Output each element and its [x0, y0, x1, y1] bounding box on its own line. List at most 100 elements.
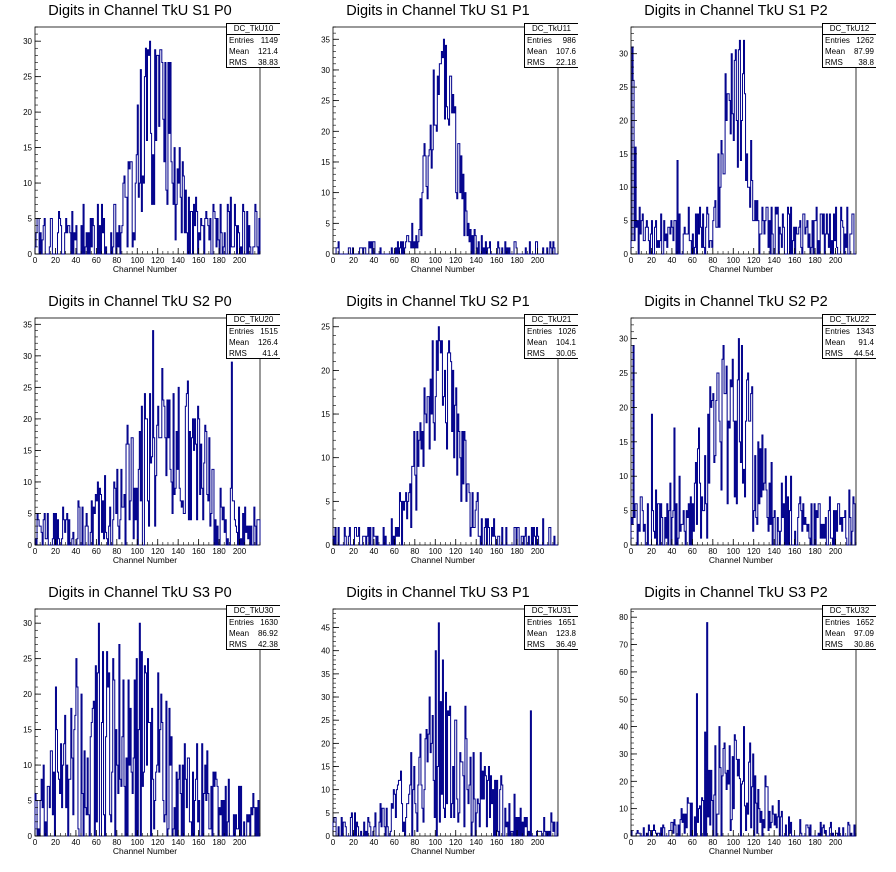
- x-tick-label: 60: [92, 256, 101, 265]
- x-tick-label: 200: [233, 838, 247, 847]
- x-axis-label: Channel Number: [410, 846, 476, 856]
- x-axis-label: Channel Number: [112, 264, 178, 274]
- y-tick-label: 40: [619, 723, 628, 732]
- stats-mean-label: Mean: [825, 629, 846, 638]
- x-tick-label: 40: [667, 838, 676, 847]
- y-tick-label: 5: [326, 219, 331, 228]
- stats-entries-value: 1630: [260, 618, 278, 627]
- x-tick-label: 120: [151, 547, 165, 556]
- y-tick-label: 25: [23, 655, 32, 664]
- x-tick-label: 80: [708, 256, 717, 265]
- chart-title: Digits in Channel TkU S2 P2: [644, 294, 828, 310]
- stats-box: DC_TkU22 Entries 1343 Mean 91.4 RMS 44.54: [822, 314, 876, 359]
- y-tick-label: 15: [619, 438, 628, 447]
- chart-title: Digits in Channel TkU S1 P2: [644, 3, 828, 19]
- histogram-panel: Digits in Channel TkU S2 P0 0 5 10 15 20 25 30 3…: [0, 291, 280, 571]
- y-tick-label: 30: [619, 750, 628, 759]
- histogram-panel: Digits in Channel TkU S3 P2 0 10 20 30 40 50 60…: [596, 582, 876, 862]
- stats-entries-label: Entries: [229, 327, 254, 336]
- histogram-plot: 0 5 10 15 20 25 0 20 40 60 80 100 120 140 160 180 200: [321, 317, 559, 556]
- x-tick-label: 120: [151, 838, 165, 847]
- x-tick-label: 140: [470, 838, 484, 847]
- y-tick-label: 10: [23, 179, 32, 188]
- x-tick-label: 200: [233, 547, 247, 556]
- x-tick-label: 40: [71, 838, 80, 847]
- stats-entries-row: Entries 1343: [823, 326, 876, 337]
- x-tick-label: 100: [727, 838, 741, 847]
- y-tick-label: 15: [619, 150, 628, 159]
- stats-mean-value: 91.4: [858, 338, 874, 347]
- x-tick-label: 120: [747, 547, 761, 556]
- y-tick-label: 25: [23, 73, 32, 82]
- x-tick-label: 180: [808, 547, 822, 556]
- x-tick-label: 80: [708, 547, 717, 556]
- stats-entries-row: Entries 1652: [823, 617, 876, 628]
- histogram-plot: 0 10 20 30 40 50 60 70 80 0 20 40 60 80 100 120 140 160 18…: [619, 608, 857, 847]
- y-tick-label: 0: [326, 832, 331, 841]
- histogram-panel: Digits in Channel TkU S3 P1 0 5 10 15 20 25 30 3…: [298, 582, 578, 862]
- chart-title: Digits in Channel TkU S3 P2: [644, 585, 828, 601]
- y-tick-label: 0: [28, 832, 33, 841]
- y-tick-label: 80: [619, 613, 628, 622]
- x-tick-label: 100: [429, 838, 443, 847]
- y-tick-label: 30: [23, 619, 32, 628]
- stats-entries-row: Entries 1026: [525, 326, 578, 337]
- y-tick-label: 0: [624, 541, 629, 550]
- stats-box: DC_TkU20 Entries 1515 Mean 126.4 RMS 41.4: [226, 314, 280, 359]
- histogram-plot: 0 5 10 15 20 25 30 35 40 45 0 20 40 60 80 100 120 140 160 1…: [321, 608, 559, 847]
- histogram-panel: Digits in Channel TkU S1 P0 0 5 10 15 20 25 30 0…: [0, 0, 280, 280]
- stats-rms-row: RMS 38.8: [823, 57, 876, 68]
- stats-rms-label: RMS: [825, 58, 843, 67]
- chart-title: Digits in Channel TkU S2 P1: [346, 294, 530, 310]
- histogram-panel: Digits in Channel TkU S2 P1 0 5 10 15 20 25 0 20…: [298, 291, 578, 571]
- stats-rms-row: RMS 42.38: [227, 639, 280, 650]
- y-tick-label: 70: [619, 641, 628, 650]
- x-tick-label: 20: [51, 256, 60, 265]
- x-tick-label: 0: [629, 256, 634, 265]
- x-axis-label: Channel Number: [112, 555, 178, 565]
- histogram-series: [332, 326, 558, 546]
- stats-entries-value: 1343: [856, 327, 874, 336]
- stats-rms-row: RMS 44.54: [823, 348, 876, 359]
- histogram-series: [34, 622, 260, 837]
- stats-name: DC_TkU10: [227, 24, 280, 35]
- y-tick-label: 30: [321, 693, 330, 702]
- y-tick-label: 15: [321, 410, 330, 419]
- stats-mean-value: 123.8: [555, 629, 576, 638]
- y-tick-label: 25: [619, 369, 628, 378]
- stats-mean-value: 104.1: [555, 338, 576, 347]
- stats-box: DC_TkU30 Entries 1630 Mean 86.92 RMS 42.38: [226, 605, 280, 650]
- x-axis-label: Channel Number: [708, 846, 774, 856]
- y-tick-label: 10: [619, 472, 628, 481]
- stats-rms-value: 30.05: [555, 349, 576, 358]
- stats-mean-value: 126.4: [257, 338, 278, 347]
- histogram-series: [332, 622, 559, 837]
- x-tick-label: 160: [788, 547, 802, 556]
- x-tick-label: 20: [647, 838, 656, 847]
- x-tick-label: 200: [531, 838, 545, 847]
- stats-mean-value: 87.99: [853, 47, 874, 56]
- y-tick-label: 50: [619, 695, 628, 704]
- histogram-plot: 0 5 10 15 20 25 30 0 20 40 60 80 100 120 140 160 180 200: [619, 317, 857, 556]
- x-tick-label: 140: [172, 256, 186, 265]
- x-tick-label: 140: [470, 547, 484, 556]
- stats-rms-row: RMS 38.83: [227, 57, 280, 68]
- x-tick-label: 20: [51, 547, 60, 556]
- x-tick-label: 160: [192, 547, 206, 556]
- x-tick-label: 80: [112, 838, 121, 847]
- x-tick-label: 160: [192, 838, 206, 847]
- y-tick-label: 40: [321, 647, 330, 656]
- stats-mean-label: Mean: [825, 338, 846, 347]
- x-tick-label: 80: [708, 838, 717, 847]
- y-tick-label: 10: [321, 189, 330, 198]
- x-tick-label: 200: [829, 256, 843, 265]
- x-tick-label: 120: [449, 256, 463, 265]
- y-tick-label: 20: [321, 739, 330, 748]
- y-tick-label: 5: [326, 809, 331, 818]
- stats-entries-label: Entries: [527, 618, 552, 627]
- chart-title: Digits in Channel TkU S1 P0: [48, 3, 232, 19]
- x-tick-label: 60: [390, 547, 399, 556]
- stats-rms-value: 44.54: [853, 349, 874, 358]
- y-tick-label: 5: [28, 509, 33, 518]
- y-tick-label: 5: [624, 217, 629, 226]
